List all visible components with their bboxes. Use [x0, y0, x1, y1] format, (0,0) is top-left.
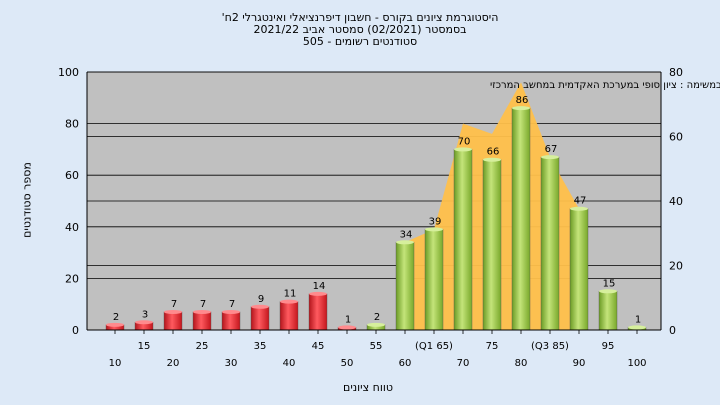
bar-top — [251, 304, 269, 309]
bar-top — [396, 240, 414, 245]
y-right-tick-label: 40 — [669, 195, 683, 208]
bar-top — [628, 325, 646, 330]
x-tick-label: 55 — [370, 341, 383, 352]
bar-Q165 — [424, 229, 444, 331]
bar-20 — [163, 311, 183, 331]
bar-top — [425, 227, 443, 232]
bar-value-label: 34 — [400, 229, 413, 240]
bar-top — [135, 320, 153, 325]
bar-value-label: 47 — [574, 196, 587, 207]
y-left-tick-label: 60 — [65, 169, 79, 182]
bar-30 — [221, 311, 241, 331]
bar-Q385 — [540, 156, 560, 331]
bar-value-label: 70 — [458, 136, 471, 147]
chart-title-line-1: 'היסטוגרמת ציונים בקורס - חשבון דיפרנציא… — [221, 11, 499, 24]
bar-80 — [511, 107, 531, 331]
bar-value-label: 66 — [487, 147, 500, 158]
x-tick-label: 60 — [399, 358, 412, 369]
bar-value-label: 1 — [635, 314, 641, 325]
bar-top — [512, 106, 530, 111]
bar-top — [541, 155, 559, 160]
bar-value-label: 2 — [113, 312, 119, 323]
x-tick-label: (Q3 85) — [531, 341, 569, 352]
x-tick-label: 15 — [138, 341, 151, 352]
bar-top — [106, 322, 124, 327]
bar-top — [164, 309, 182, 314]
x-tick-label: 45 — [312, 341, 325, 352]
bar-top — [599, 289, 617, 294]
x-tick-label: (Q1 65) — [415, 341, 453, 352]
bar-value-label: 39 — [429, 216, 442, 227]
y-right-tick-label: 80 — [669, 66, 683, 79]
x-tick-label: 35 — [254, 341, 267, 352]
bar-value-label: 7 — [200, 299, 206, 310]
y-left-tick-label: 0 — [72, 324, 79, 337]
x-tick-label: 75 — [486, 341, 499, 352]
bar-value-label: 14 — [313, 281, 326, 292]
bar-top — [338, 325, 356, 330]
bar-45 — [308, 293, 328, 331]
bar-top — [483, 157, 501, 162]
x-tick-label: 50 — [341, 358, 354, 369]
bar-value-label: 2 — [374, 312, 380, 323]
x-tick-label: 20 — [167, 358, 180, 369]
x-axis-label: טווח ציונים — [343, 381, 393, 394]
bar-40 — [279, 301, 299, 331]
x-tick-label: 100 — [627, 358, 646, 369]
y-left-tick-label: 40 — [65, 221, 79, 234]
x-tick-label: 30 — [225, 358, 238, 369]
y-left-tick-label: 20 — [65, 272, 79, 285]
bar-top — [454, 147, 472, 152]
bar-value-label: 7 — [171, 299, 177, 310]
bar-75 — [482, 159, 502, 331]
y-left-tick-label: 80 — [65, 118, 79, 131]
x-tick-label: 70 — [457, 358, 470, 369]
bar-value-label: 15 — [603, 278, 616, 289]
bar-value-label: 67 — [545, 144, 558, 155]
x-tick-label: 10 — [109, 358, 122, 369]
y-right-tick-label: 20 — [669, 260, 683, 273]
bar-top — [367, 322, 385, 327]
bar-top — [280, 299, 298, 304]
bar-top — [193, 309, 211, 314]
bar-value-label: 9 — [258, 294, 264, 305]
bar-value-label: 3 — [142, 309, 148, 320]
x-tick-label: 25 — [196, 341, 209, 352]
bar-value-label: 11 — [284, 289, 297, 300]
y-left-tick-label: 100 — [58, 66, 79, 79]
y-right-tick-label: 60 — [669, 131, 683, 144]
chart-annotation: במשימה : ציון סופי במערכת האקדמית במחשב … — [490, 80, 720, 91]
bar-60 — [395, 242, 415, 331]
x-tick-label: 95 — [602, 341, 615, 352]
chart-title-line-2: בסמסטר (02/2021) סמסטר אביב 2021/22 — [253, 23, 467, 36]
bar-70 — [453, 149, 473, 331]
bar-95 — [598, 291, 618, 331]
bar-35 — [250, 306, 270, 331]
bar-top — [309, 291, 327, 296]
x-tick-label: 40 — [283, 358, 296, 369]
chart-title-line-3: 505 - סטודנטים רשומים — [302, 35, 418, 48]
bar-25 — [192, 311, 212, 331]
bar-90 — [569, 208, 589, 331]
bar-top — [222, 309, 240, 314]
bar-top — [570, 206, 588, 211]
bar-value-label: 1 — [345, 314, 351, 325]
bar-value-label: 86 — [516, 95, 529, 106]
bar-value-label: 7 — [229, 299, 235, 310]
x-tick-label: 80 — [515, 358, 528, 369]
y-right-tick-label: 0 — [669, 324, 676, 337]
x-tick-label: 90 — [573, 358, 586, 369]
